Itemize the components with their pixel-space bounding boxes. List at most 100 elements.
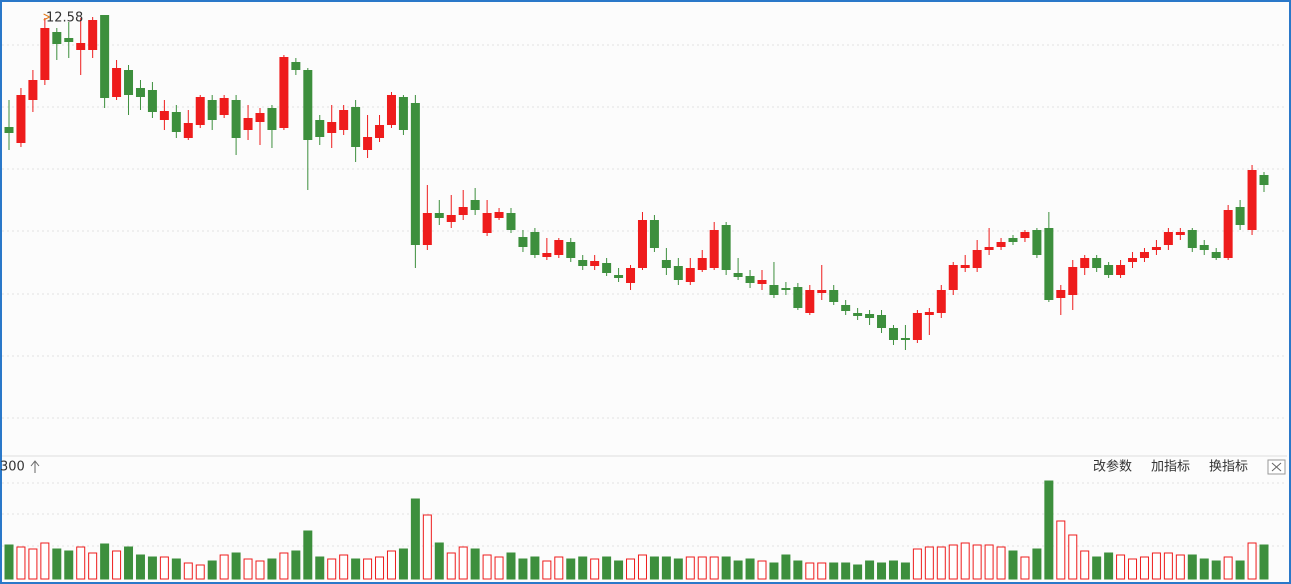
candle-body <box>721 225 731 270</box>
volume-bar <box>1020 556 1030 580</box>
volume-bar <box>494 556 504 580</box>
volume-bar <box>1068 534 1078 580</box>
volume-axis-label: 300 <box>0 460 25 475</box>
candle-body <box>984 247 994 250</box>
candle-body <box>303 70 313 140</box>
candle-body <box>1104 265 1114 275</box>
candle-body <box>793 287 803 308</box>
close-button[interactable] <box>1267 459 1286 475</box>
candle-body <box>88 20 98 50</box>
candle-body <box>1032 230 1042 255</box>
candle-body <box>16 95 26 143</box>
volume-bar <box>649 556 659 580</box>
volume-bar <box>673 558 683 580</box>
candle-body <box>924 312 934 315</box>
volume-bar <box>1187 554 1197 580</box>
volume-bar <box>518 558 528 580</box>
volume-bar <box>351 558 361 580</box>
toolbar-button[interactable]: 改参数 <box>1093 459 1132 475</box>
volume-bar <box>709 556 719 580</box>
volume-bar <box>124 546 134 580</box>
volume-bar <box>626 558 636 580</box>
volume-bar <box>64 550 74 580</box>
candle-body <box>1044 228 1054 300</box>
volume-bar <box>147 556 157 580</box>
candle-body <box>1080 258 1090 268</box>
candle-body <box>877 315 887 328</box>
candle-body <box>590 261 600 266</box>
volume-bar <box>243 558 253 580</box>
candle-body <box>626 268 636 283</box>
candle-body <box>709 230 719 268</box>
volume-bar <box>1032 548 1042 580</box>
volume-bar <box>578 556 588 580</box>
volume-bar <box>745 558 755 580</box>
candle-body <box>1116 265 1126 275</box>
candle-body <box>936 290 946 313</box>
volume-bar <box>135 554 145 580</box>
volume-bar <box>28 548 38 580</box>
candle-body <box>1223 210 1233 258</box>
candle-body <box>135 88 145 97</box>
candle-body <box>900 338 910 340</box>
volume-bar <box>1163 552 1173 580</box>
volume-bar <box>721 556 731 580</box>
volume-bar <box>996 546 1006 580</box>
candle-body <box>1247 170 1257 230</box>
candle-body <box>363 137 373 150</box>
volume-bar <box>303 530 313 580</box>
volume-bar <box>410 498 420 580</box>
high-label: 12.58 <box>46 11 83 26</box>
candle-body <box>506 213 516 230</box>
volume-bar <box>1128 558 1138 580</box>
candle-body <box>685 268 695 282</box>
candle-body <box>745 276 755 283</box>
volume-bar <box>912 548 922 580</box>
volume-bar <box>924 546 934 580</box>
candle-body <box>1199 245 1209 250</box>
candle-body <box>422 213 432 245</box>
candle-body <box>865 314 875 318</box>
volume-bar <box>602 556 612 580</box>
volume-bar <box>661 556 671 580</box>
candle-body <box>171 112 181 132</box>
volume-bar <box>363 558 373 580</box>
volume-bar <box>936 546 946 580</box>
candle-body <box>159 111 169 120</box>
volume-bar <box>315 556 325 580</box>
candle-body <box>1187 230 1197 248</box>
volume-bar <box>685 556 695 580</box>
volume-bar <box>805 562 815 580</box>
volume-bar <box>207 560 217 580</box>
volume-bar <box>482 554 492 580</box>
candle-body <box>279 57 289 128</box>
volume-bar <box>1223 556 1233 580</box>
volume-bar <box>972 544 982 580</box>
volume-bar <box>853 564 863 580</box>
candle-body <box>554 240 564 255</box>
volume-bar <box>398 548 408 580</box>
volume-bar <box>1235 560 1245 580</box>
toolbar-button[interactable]: 换指标 <box>1209 460 1248 475</box>
candle-body <box>1020 232 1030 238</box>
candle-body <box>64 38 74 42</box>
volume-bar <box>171 558 181 580</box>
volume-bar <box>733 560 743 580</box>
volume-bar <box>1116 554 1126 580</box>
volume-bar <box>52 548 62 580</box>
volume-bar <box>900 562 910 580</box>
candle-body <box>1235 207 1245 225</box>
high-marker-arrow <box>43 13 50 21</box>
candle-body <box>315 120 325 137</box>
candle-body <box>434 213 444 218</box>
candle-body <box>267 108 277 130</box>
toolbar-button[interactable]: 加指标 <box>1151 460 1190 475</box>
candle-body <box>841 305 851 311</box>
candle-body <box>4 127 14 133</box>
candle-body <box>351 107 361 147</box>
candle-body <box>888 328 898 340</box>
volume-bar <box>327 558 337 580</box>
candle-body <box>697 258 707 270</box>
candle-body <box>614 275 624 278</box>
candle-body <box>578 260 588 266</box>
